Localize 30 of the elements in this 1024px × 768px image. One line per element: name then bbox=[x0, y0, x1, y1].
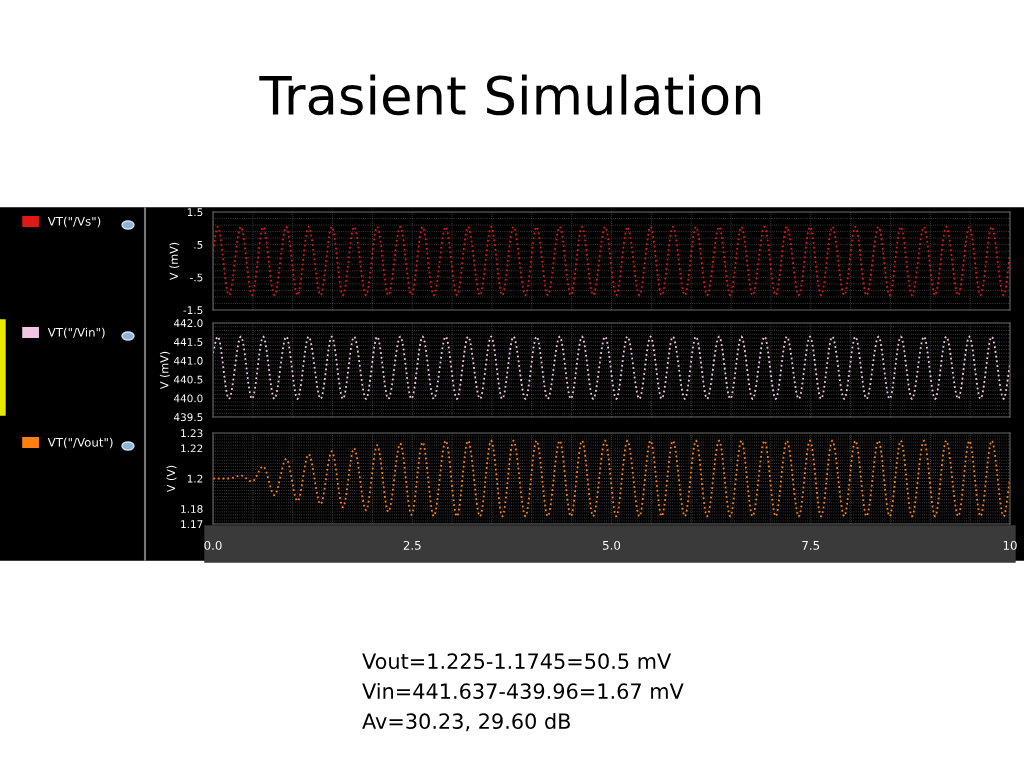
y-tick-label: 1.22 bbox=[181, 444, 203, 453]
text: Av=30.23, 29.60 dB bbox=[362, 712, 571, 732]
y-tick-label: -.5 bbox=[190, 273, 203, 282]
x-tick-label: 10 bbox=[1003, 540, 1017, 550]
legend-label: VT("/Vs") bbox=[47, 216, 101, 228]
legend-label: VT("/Vin") bbox=[47, 327, 105, 339]
y-tick-label: 1.23 bbox=[181, 429, 203, 438]
y-tick-label: .5 bbox=[194, 241, 203, 249]
text: Vout=1.225-1.1745=50.5 mV bbox=[362, 653, 672, 670]
x-tick-label: 0.0 bbox=[204, 540, 222, 550]
x-tick-label: 2.5 bbox=[403, 540, 421, 550]
y-tick-label: 442.0 bbox=[173, 319, 203, 328]
y-tick-label: 440.0 bbox=[173, 394, 203, 403]
chart-title: Trasient Simulation bbox=[259, 74, 761, 116]
y-tick-label: 1.2 bbox=[187, 474, 203, 483]
y-tick-label: 441.0 bbox=[173, 356, 203, 365]
y-tick-label: 440.5 bbox=[173, 375, 203, 384]
legend-label: VT("/Vout") bbox=[47, 437, 113, 449]
x-tick-label: 7.5 bbox=[802, 541, 820, 550]
y-tick-label: 1.17 bbox=[181, 520, 203, 528]
y-tick-label: 1.18 bbox=[181, 505, 203, 513]
y-axis-title: V (mV) bbox=[159, 351, 170, 390]
y-axis-title: V (mV) bbox=[169, 242, 180, 281]
y-tick-label: 1.5 bbox=[187, 208, 203, 217]
y-tick-label: -1.5 bbox=[183, 306, 203, 315]
y-axis-title: V (V) bbox=[166, 465, 177, 493]
text: Vin=441.637-439.96=1.67 mV bbox=[362, 682, 684, 700]
y-tick-label: 439.5 bbox=[173, 413, 203, 422]
y-tick-label: 441.5 bbox=[173, 338, 203, 346]
x-tick-label: 5.0 bbox=[603, 540, 621, 550]
